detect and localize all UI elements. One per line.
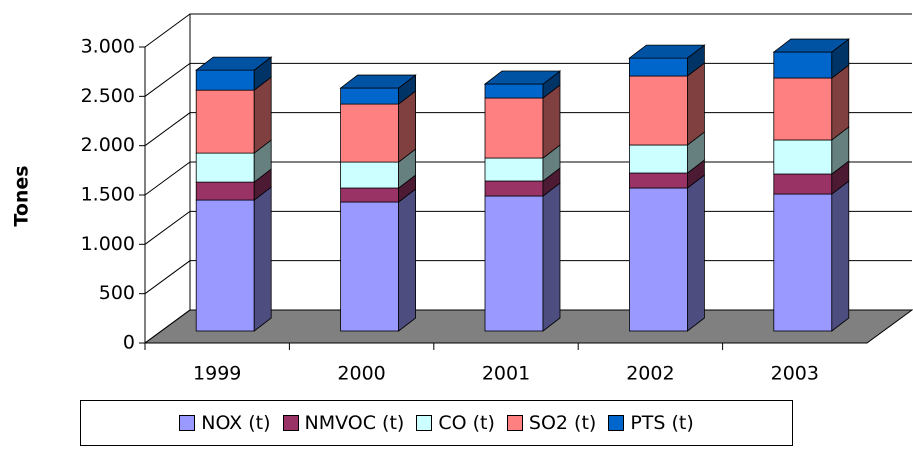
bar-front (629, 187, 688, 332)
bar-front (629, 172, 688, 189)
bar-side (542, 182, 561, 332)
bar-top (628, 44, 706, 59)
bar-top (339, 74, 417, 89)
bar-front (484, 97, 544, 159)
legend-item: SO2 (t) (506, 412, 597, 434)
bar (484, 167, 561, 197)
bar-front (484, 195, 544, 332)
bar-front (340, 187, 400, 203)
legend-label: SO2 (t) (528, 412, 597, 434)
legend-label: NMVOC (t) (304, 412, 405, 434)
x-tick-label: 2000 (337, 363, 385, 385)
bar-front (340, 103, 400, 163)
bar (195, 168, 272, 201)
bar-front (484, 83, 544, 99)
y-tick-label: 2.000 (81, 134, 135, 156)
bar (195, 76, 272, 154)
x-tick-label: 1999 (193, 363, 241, 385)
bar (484, 182, 561, 332)
bar (773, 180, 850, 332)
bar (628, 44, 706, 77)
bar-front (629, 57, 688, 77)
bar-front (195, 181, 255, 201)
bar (773, 126, 850, 175)
bar (195, 139, 272, 183)
bar-front (195, 152, 255, 183)
legend-label: PTS (t) (630, 412, 694, 434)
grid-line (144, 13, 912, 48)
legend-label: CO (t) (438, 412, 495, 434)
bar-front (484, 180, 544, 197)
bar (773, 160, 850, 195)
y-tick-label: 1.000 (81, 233, 135, 255)
y-tick-label: 0 (123, 332, 135, 354)
bar-front (340, 201, 400, 332)
bar-front (195, 199, 255, 332)
y-tick-label: 500 (99, 282, 135, 304)
bar (195, 186, 272, 332)
bar (629, 131, 705, 174)
bar-front (340, 161, 400, 189)
y-axis-title: Tones (11, 165, 33, 226)
x-tick-label: 2003 (771, 363, 819, 385)
legend-swatch (608, 415, 625, 431)
bar-front (484, 157, 544, 182)
bar (629, 174, 705, 332)
legend-swatch (506, 415, 523, 431)
legend-swatch (416, 415, 433, 431)
bar-front (773, 173, 833, 195)
bar (195, 56, 273, 91)
bar (340, 90, 417, 163)
legend-item: NMVOC (t) (282, 412, 405, 434)
bar-front (773, 193, 833, 332)
bar-front (629, 75, 688, 146)
bar-front (629, 144, 688, 174)
bar (772, 38, 850, 79)
bar-top (195, 56, 273, 71)
bar-front (773, 77, 833, 141)
legend-item: PTS (t) (608, 412, 694, 434)
y-tick-label: 1.500 (81, 184, 135, 206)
legend-label: NOX (t) (201, 412, 271, 434)
y-tick-label: 3.000 (81, 36, 135, 58)
bar (483, 70, 562, 99)
bar-top (483, 70, 562, 85)
bar-side (831, 180, 850, 332)
legend-swatch (179, 415, 196, 431)
bar-top (772, 38, 850, 53)
bar-side (687, 174, 705, 332)
bar (340, 188, 417, 332)
legend-swatch (282, 415, 299, 431)
bar-front (195, 89, 255, 154)
bar-front (340, 87, 400, 105)
x-tick-label: 2001 (482, 363, 530, 385)
bar (484, 84, 561, 159)
y-tick-label: 2.500 (81, 85, 135, 107)
bar (339, 74, 417, 105)
bar (629, 62, 705, 146)
bar-side (687, 62, 705, 146)
bar-side (398, 188, 417, 332)
legend-item: CO (t) (416, 412, 495, 434)
bar-front (195, 69, 255, 91)
bar-side (253, 186, 272, 332)
bar-front (773, 51, 833, 79)
legend-item: NOX (t) (179, 412, 271, 434)
x-tick-label: 2002 (626, 363, 674, 385)
legend: NOX (t) NMVOC (t) CO (t) SO2 (t) PTS (t) (80, 400, 793, 446)
bar-front (773, 139, 833, 175)
bar (340, 148, 417, 189)
